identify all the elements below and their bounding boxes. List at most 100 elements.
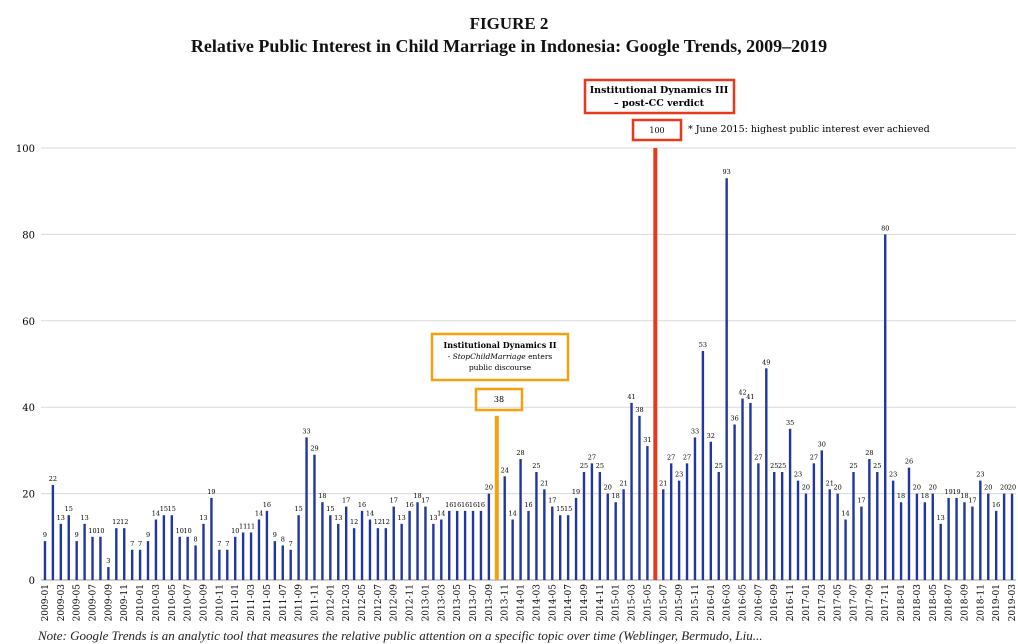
bar: [75, 541, 78, 580]
bar: [891, 480, 895, 580]
bar: [551, 506, 554, 580]
bar-value-label: 19: [207, 488, 215, 496]
bar-value-label: 20: [984, 484, 992, 492]
bar: [241, 532, 245, 580]
bar: [376, 528, 380, 580]
bar: [685, 463, 689, 580]
bar-value-label: 7: [225, 540, 229, 548]
bar: [915, 493, 919, 580]
bar-value-label: 13: [199, 514, 207, 522]
bar: [923, 502, 927, 580]
bar: [860, 506, 863, 580]
bar: [321, 502, 324, 580]
bar-value-label: 21: [826, 479, 834, 487]
bar-value-label: 14: [255, 510, 263, 518]
dyn2-box: [430, 332, 570, 382]
bar: [884, 234, 887, 580]
bar-value-label: 11: [239, 522, 247, 530]
x-tick-label: 2015-11: [691, 584, 701, 621]
x-tick-label: 2015-03: [628, 584, 638, 622]
x-tick-label: 2013-09: [485, 584, 495, 622]
bar: [463, 510, 467, 580]
bar: [638, 415, 641, 580]
bar-value-label: 20: [485, 484, 493, 492]
x-tick-label: 2009-03: [57, 584, 67, 622]
bar: [329, 515, 332, 580]
dyn2-value-box: [474, 387, 524, 412]
y-tick-label: 100: [16, 144, 35, 155]
bar: [59, 523, 63, 580]
bar-value-label: 25: [596, 462, 604, 470]
bar-value-label: 12: [120, 518, 128, 526]
bar: [154, 519, 158, 580]
x-tick-label: 2012-01: [326, 584, 336, 621]
bar-value-label: 15: [294, 505, 302, 513]
bar: [535, 472, 538, 580]
bar: [646, 446, 649, 580]
x-tick-label: 2014-07: [564, 584, 574, 622]
bar-value-label: 18: [318, 492, 326, 500]
bar-value-label: 20: [1000, 484, 1008, 492]
bar: [812, 463, 816, 580]
bar-value-label: 7: [217, 540, 221, 548]
bar: [701, 351, 705, 580]
bar: [91, 536, 94, 580]
bar: [455, 510, 459, 580]
bar-value-label: 27: [588, 453, 596, 461]
bar-value-label: 10: [231, 527, 239, 535]
bar-value-label: 13: [937, 514, 945, 522]
bar-value-label: 14: [437, 510, 445, 518]
bar: [994, 510, 998, 580]
x-tick-label: 2019-03: [1008, 584, 1018, 622]
bar: [440, 519, 443, 580]
bar-value-label: 16: [992, 501, 1000, 509]
bar: [693, 437, 697, 580]
bar-value-label: 15: [564, 505, 572, 513]
dyn3-value: 100: [649, 126, 664, 135]
x-tick-label: 2011-07: [279, 584, 289, 622]
bar: [408, 510, 411, 580]
bar: [852, 472, 855, 580]
bar-value-label: 15: [65, 505, 73, 513]
x-tick-label: 2016-07: [754, 584, 764, 622]
bar-value-label: 27: [754, 453, 762, 461]
bar: [146, 541, 150, 580]
dyn2-title: Institutional Dynamics II: [444, 340, 557, 350]
x-tick-label: 2013-03: [437, 584, 447, 622]
bar: [352, 528, 356, 580]
bar-value-label: 25: [532, 462, 540, 470]
bar: [677, 480, 681, 580]
bar: [392, 506, 395, 580]
bar: [582, 472, 586, 580]
bar: [519, 459, 522, 580]
bar: [384, 528, 388, 580]
bar: [788, 428, 792, 580]
x-tick-label: 2016-03: [723, 584, 733, 622]
bar-value-label: 33: [302, 427, 310, 435]
figure-label: FIGURE 2: [469, 14, 549, 33]
bar: [630, 402, 633, 580]
bar: [202, 523, 205, 580]
x-tick-label: 2009-07: [89, 584, 99, 622]
bar-value-label: 25: [715, 462, 723, 470]
x-tick-label: 2012-05: [358, 584, 368, 622]
x-tick-label: 2009-05: [73, 584, 83, 622]
bar-value-label: 93: [723, 168, 731, 176]
bar: [574, 497, 578, 580]
bar-value-label: 41: [746, 393, 754, 401]
bar-value-label: 28: [865, 449, 873, 457]
bar-value-label: 25: [873, 462, 881, 470]
bar-value-label: 23: [794, 471, 802, 479]
bar-value-label: 20: [802, 484, 810, 492]
bar: [218, 549, 221, 580]
bar-value-label: 20: [604, 484, 612, 492]
x-tick-label: 2018-11: [976, 584, 986, 621]
bar: [963, 502, 966, 580]
bar: [1010, 493, 1014, 580]
bar: [527, 510, 530, 580]
bar-value-label: 16: [524, 501, 532, 509]
bar-value-label: 27: [683, 453, 691, 461]
bar: [566, 515, 570, 580]
x-tick-label: 2018-03: [913, 584, 923, 622]
